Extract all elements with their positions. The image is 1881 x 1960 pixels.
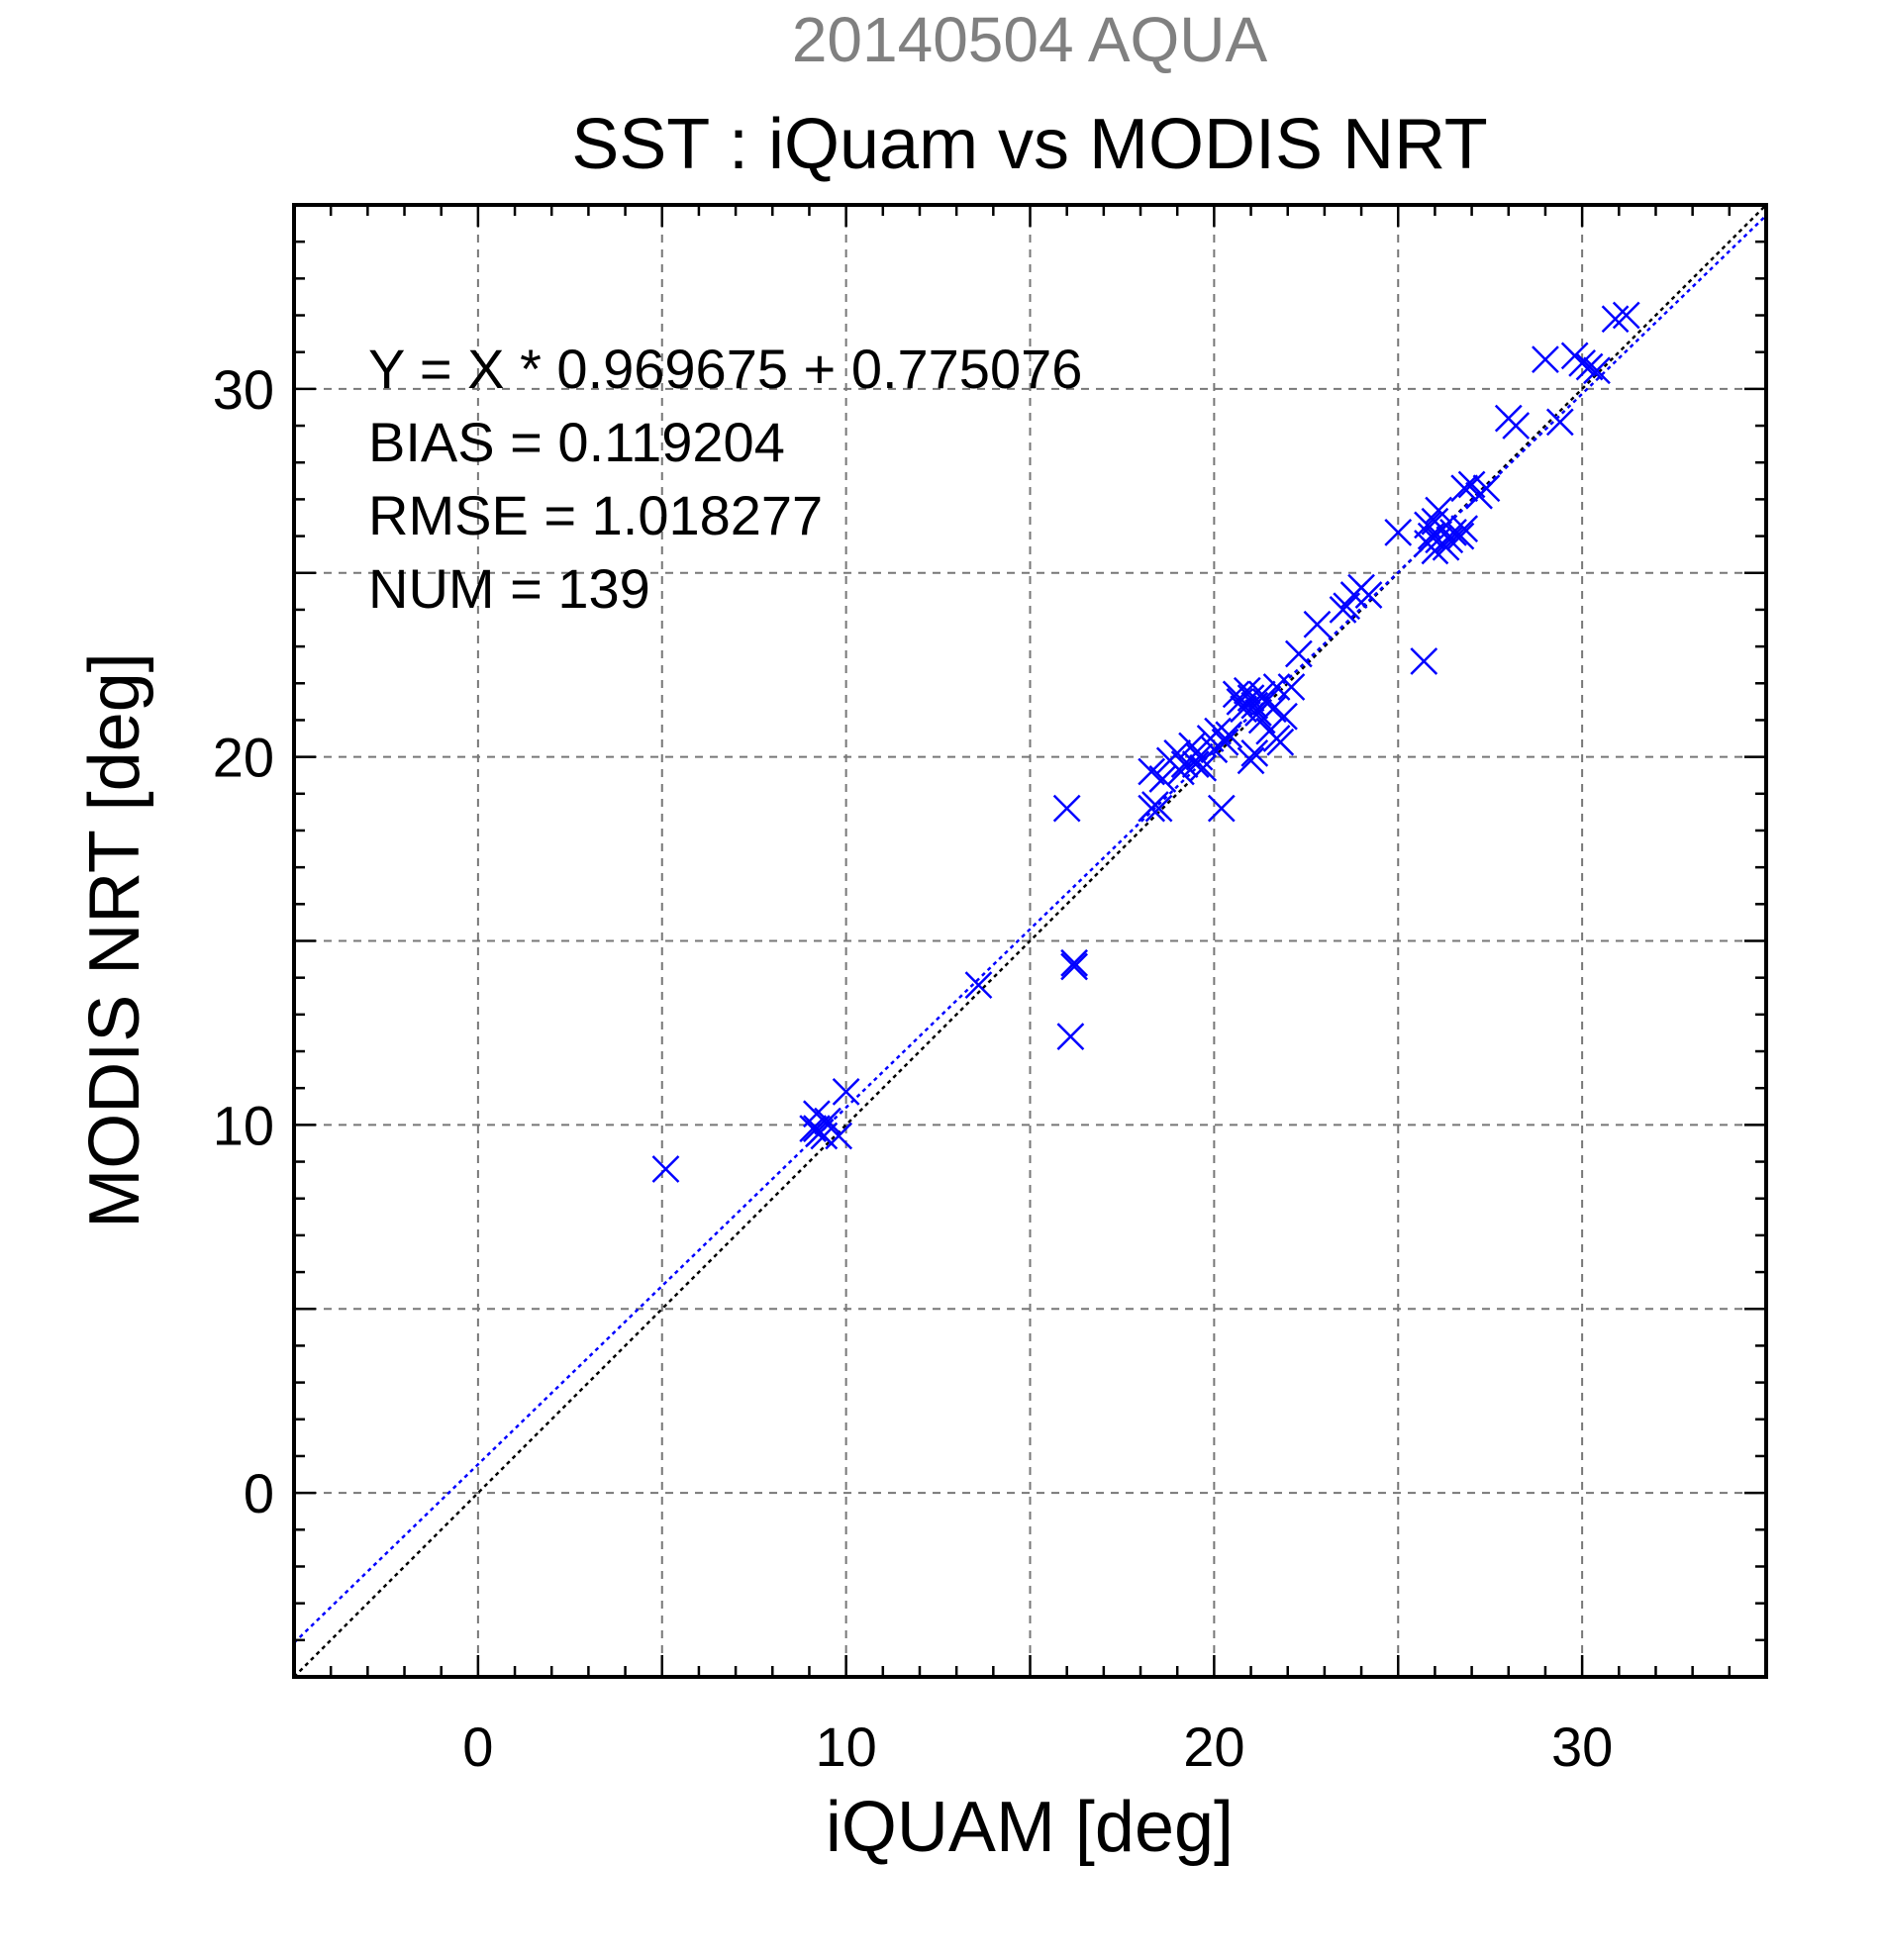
data-point <box>1211 728 1239 756</box>
stats-rmse: RMSE = 1.018277 <box>368 484 823 546</box>
x-axis-label: iQUAM [deg] <box>826 1788 1234 1867</box>
data-point <box>1060 952 1088 981</box>
data-point <box>1439 518 1467 546</box>
data-point <box>1144 794 1173 823</box>
data-point <box>1502 412 1531 440</box>
data-point <box>1384 518 1413 546</box>
regression-line <box>294 214 1766 1644</box>
data-point <box>1185 742 1214 771</box>
data-point <box>1207 794 1236 823</box>
data-point <box>814 1107 842 1135</box>
x-tick-label: 30 <box>1551 1715 1613 1778</box>
data-point <box>1240 739 1269 767</box>
data-point <box>1270 702 1298 731</box>
data-point <box>1583 356 1611 385</box>
data-point <box>832 1078 860 1106</box>
grid-lines <box>294 205 1766 1677</box>
data-point <box>1167 757 1195 786</box>
x-tick-label: 20 <box>1183 1715 1244 1778</box>
data-point <box>1181 750 1210 778</box>
x-tick-label: 10 <box>815 1715 876 1778</box>
data-point <box>1189 753 1218 782</box>
one-to-one-line <box>294 205 1766 1677</box>
chart-subtitle: SST : iQuam vs MODIS NRT <box>571 105 1488 184</box>
stats-regression: Y = X * 0.969675 + 0.775076 <box>368 338 1082 400</box>
data-point <box>1568 348 1597 377</box>
data-point <box>1266 728 1295 756</box>
data-point <box>1601 305 1630 334</box>
y-tick-label: 10 <box>213 1094 274 1156</box>
data-point <box>1056 1023 1085 1051</box>
data-point <box>1237 746 1265 775</box>
plot-frame <box>292 203 1768 1679</box>
data-point <box>1575 352 1604 381</box>
data-point <box>1436 526 1464 554</box>
chart-title: 20140504 AQUA <box>792 4 1268 75</box>
data-point <box>1450 515 1479 543</box>
data-point <box>1612 301 1640 330</box>
data-point <box>1354 581 1383 609</box>
data-point <box>1545 408 1574 437</box>
y-tick-label: 30 <box>213 358 274 421</box>
data-point <box>1148 765 1177 793</box>
data-point <box>1472 474 1501 503</box>
data-point <box>1060 948 1088 977</box>
stats-num: NUM = 139 <box>368 557 650 620</box>
data-point <box>964 971 993 999</box>
data-point <box>651 1155 680 1183</box>
data-point <box>1170 750 1199 778</box>
data-point <box>1284 639 1313 668</box>
data-point <box>1446 522 1475 550</box>
data-point <box>1277 673 1306 701</box>
x-tick-label: 0 <box>462 1715 493 1778</box>
y-tick-label: 0 <box>244 1462 274 1524</box>
data-point <box>1215 721 1243 749</box>
y-axis-label: MODIS NRT [deg] <box>75 652 154 1228</box>
data-point <box>825 1122 853 1150</box>
data-point <box>1532 345 1559 374</box>
data-point <box>1052 794 1081 823</box>
y-tick-label: 20 <box>213 727 274 789</box>
data-point <box>1262 673 1291 701</box>
data-point <box>1425 496 1453 525</box>
data-point <box>1410 647 1438 675</box>
tick-labels: 0 10 20 30 0 10 20 30 <box>213 358 1614 1778</box>
data-points <box>651 301 1640 1183</box>
stats-box: Y = X * 0.969675 + 0.775076 BIAS = 0.119… <box>368 338 1082 620</box>
data-point <box>1247 680 1276 709</box>
reference-lines <box>294 205 1766 1677</box>
data-point <box>1450 474 1479 503</box>
data-point <box>1303 610 1332 638</box>
stats-bias: BIAS = 0.119204 <box>368 411 785 473</box>
